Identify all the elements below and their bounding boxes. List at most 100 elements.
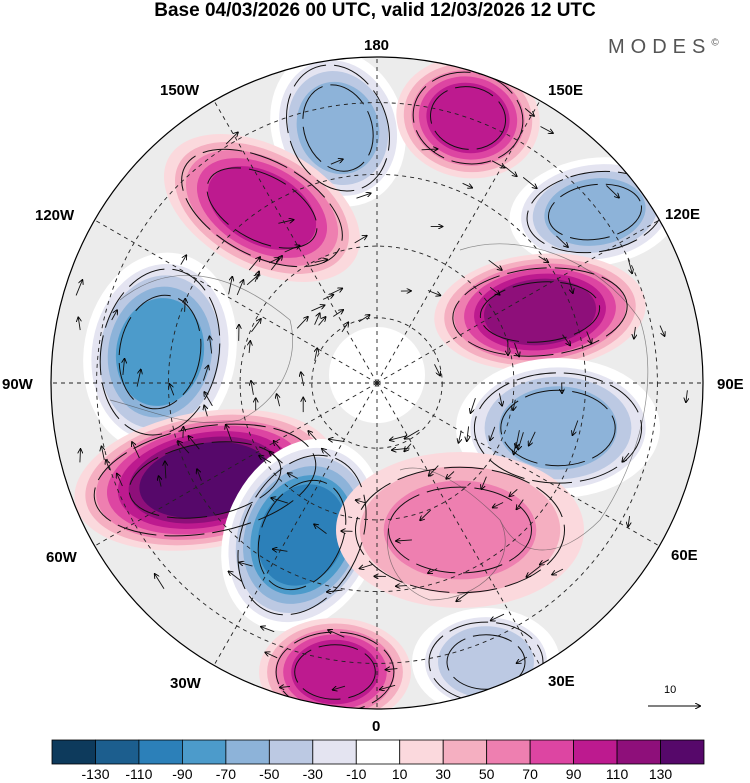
anomaly-canada [83,252,237,452]
flow-arrow [274,441,281,450]
anomaly-central-asia [456,358,660,498]
anomaly-canada-level-4 [115,298,205,406]
flow-arrow [634,326,636,339]
anomaly-europe-level-2 [383,480,537,580]
colorbar-tick-label: -110 [125,766,153,782]
flow-arrow [490,426,496,440]
flow-arrow [333,310,343,317]
flow-arrow [356,193,371,199]
flow-arrow [249,341,250,353]
anomaly-north-pacific-1-streamline-2 [286,64,390,192]
flow-arrow [526,565,541,577]
anomaly-north-pacific-1-level-3 [296,81,380,175]
flow-arrow [314,313,320,325]
anomaly-europe-streamline-2 [355,466,565,594]
flow-arrow [236,280,243,296]
flow-arrow [404,443,412,452]
flow-arrow [489,286,499,294]
flow-arrow [280,686,291,687]
flow-arrow [78,317,80,331]
anomaly-europe-streamline-1 [388,486,532,574]
colorbar-swatch [51,739,96,765]
flow-arrow [504,166,517,176]
colorbar-tick-label: -50 [259,766,280,782]
flow-arrow [493,502,504,508]
flow-arrow [204,392,213,407]
flow-arrow [462,182,473,187]
flow-arrow [239,562,253,567]
colorbar-labels: -130 -110 -90 -70 -50 -30 -10 10 30 50 70 90 110 130 [52,766,704,782]
flow-arrow [491,613,505,620]
flow-arrow [529,431,536,446]
flow-arrow [420,509,432,520]
brand-text: MODES [608,36,712,58]
flow-arrow [358,315,370,323]
colorbar-tick-label: 70 [522,766,538,782]
flow-arrow [552,568,564,575]
copyright-mark: © [711,37,719,49]
flow-arrow [301,372,304,386]
label-60w: 60W [46,549,77,566]
flow-arrow [556,235,568,247]
colorbar-tick-label: 50 [478,766,495,782]
colorbar-swatch [95,739,140,765]
label-120w: 120W [35,207,75,224]
flow-arrow [360,563,374,568]
flow-arrow [248,257,260,271]
flow-arrow [330,159,343,165]
colorbar-tick-label: 10 [391,766,408,782]
flow-arrow [254,272,259,283]
meridian-line [213,100,378,384]
flow-arrow [277,394,280,407]
flow-arrow [329,288,343,295]
flow-arrow [488,259,502,270]
flow-arrow [155,574,165,589]
flow-arrow [628,516,630,526]
anomaly-us-atlantic-streamline-1 [128,441,282,519]
flow-arrow [269,258,279,264]
flow-arrow [197,469,202,481]
flow-arrow [622,452,630,462]
anomaly-central-asia-streamline-1 [500,389,616,467]
flow-arrow [606,185,619,198]
meridian-line [376,382,660,547]
colorbar-tick-label: -90 [172,766,193,782]
flow-arrow [178,441,190,454]
flow-arrow [459,430,462,443]
latitude-circle [311,317,443,449]
flow-arrow [429,465,439,476]
flow-arrow [396,540,412,541]
flow-arrow [538,255,549,262]
colorbar-swatch [616,739,661,765]
flow-arrow [188,436,200,450]
flow-arrow [165,461,166,479]
colorbar [51,739,705,765]
latitude-circle [239,245,515,521]
colorbar-tick-label: 30 [435,766,451,782]
flow-arrow [225,132,238,145]
flow-arrow [102,446,105,460]
flow-arrow [354,236,367,244]
flow-arrow [318,317,326,326]
meridian-line [376,100,541,384]
anomaly-alaska-level-4 [207,166,317,250]
colorbar-swatch [442,739,488,765]
flow-arrow [509,489,518,496]
colorbar-swatch [486,739,531,765]
label-90e: 90E [717,376,744,393]
flow-arrow [132,442,140,459]
anomaly-alaska-streamline-1 [206,167,318,249]
flow-arrow [421,149,438,150]
flow-arrow [296,317,308,329]
flow-arrow [210,336,212,354]
label-60e: 60E [671,547,698,564]
colorbar-swatch [312,739,357,765]
anomaly-kamchatka-streamline-1 [547,183,643,241]
flow-arrow [251,319,260,333]
flow-arrow [314,524,327,534]
anomaly-europe [336,452,584,608]
anomaly-siberia-streamline-1 [479,281,601,343]
flow-arrow [204,406,207,417]
flow-arrow [261,627,275,633]
